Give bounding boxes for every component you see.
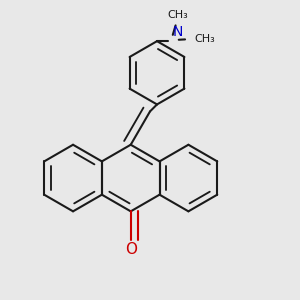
Text: CH₃: CH₃ (194, 34, 215, 44)
Text: O: O (125, 242, 137, 257)
Text: CH₃: CH₃ (167, 11, 188, 20)
Text: N: N (173, 26, 183, 39)
